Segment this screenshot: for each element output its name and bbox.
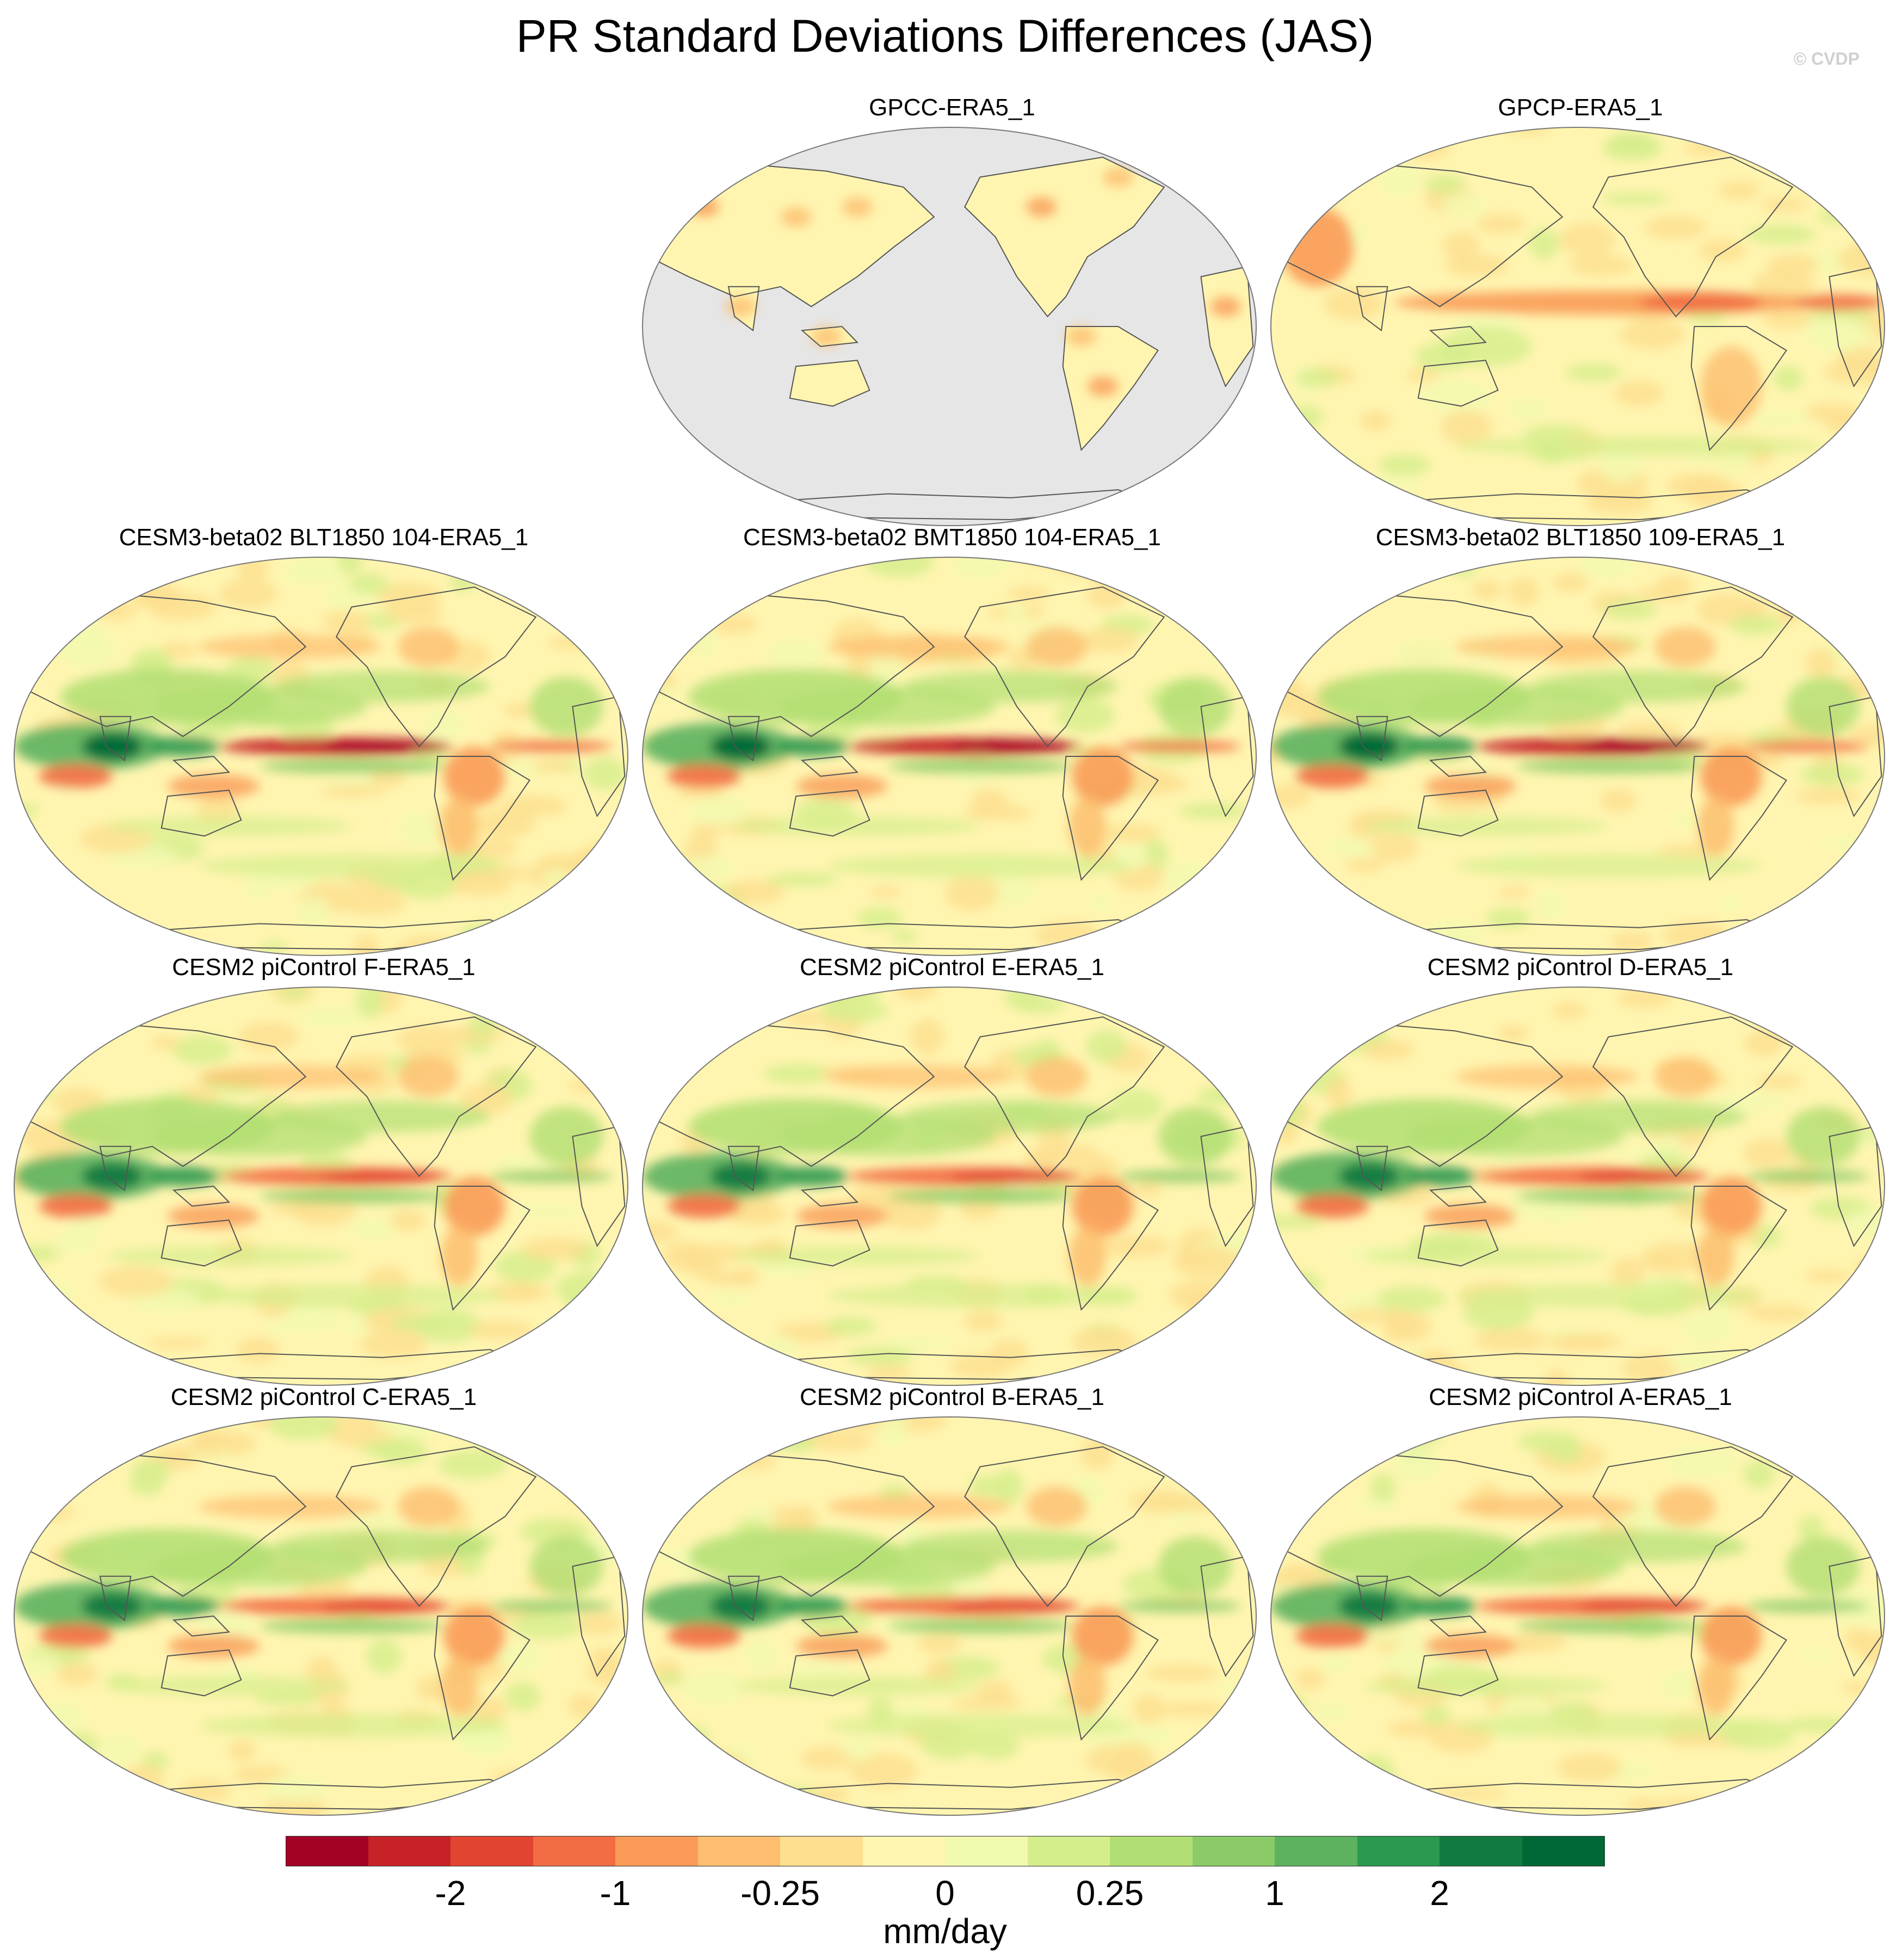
map-panel: CESM2 piControl C-ERA5_1 (11, 1382, 637, 1817)
figure-title: PR Standard Deviations Differences (JAS) (516, 10, 1374, 61)
colorbar-tick-label: -2 (435, 1873, 466, 1913)
panel-title: CESM2 piControl F-ERA5_1 (172, 954, 475, 981)
map-panel: CESM3-beta02 BLT1850 109-ERA5_1 (1268, 522, 1890, 958)
panel-title: GPCP-ERA5_1 (1498, 94, 1663, 121)
robinson-map (642, 127, 1257, 526)
colorbar-segment (945, 1836, 1028, 1866)
colorbar-segment (615, 1836, 698, 1866)
panel-title: CESM3-beta02 BLT1850 104-ERA5_1 (119, 524, 529, 551)
map-panel: CESM2 piControl B-ERA5_1 (639, 1382, 1265, 1817)
colorbar-segment (1357, 1836, 1440, 1866)
map-panel: CESM2 piControl D-ERA5_1 (1268, 952, 1890, 1388)
colorbar (286, 1836, 1605, 1866)
panel-title: CESM2 piControl B-ERA5_1 (799, 1384, 1104, 1410)
colorbar-tick-label: 0.25 (1076, 1873, 1144, 1913)
map-panel: CESM2 piControl A-ERA5_1 (1268, 1382, 1890, 1817)
robinson-map (1270, 557, 1885, 956)
colorbar-tick-label: -1 (600, 1873, 631, 1913)
robinson-map (14, 987, 628, 1386)
colorbar-segment (1110, 1836, 1193, 1866)
colorbar-segment (450, 1836, 533, 1866)
robinson-map (1270, 987, 1885, 1386)
colorbar-units: mm/day (883, 1912, 1007, 1951)
panel-title: CESM3-beta02 BMT1850 104-ERA5_1 (743, 524, 1161, 551)
colorbar-segment (1522, 1836, 1605, 1866)
robinson-map (14, 1416, 628, 1816)
robinson-map (642, 557, 1257, 956)
copyright-mark: © CVDP (1793, 49, 1860, 69)
map-panel: CESM3-beta02 BMT1850 104-ERA5_1 (639, 522, 1265, 958)
colorbar-segment (286, 1836, 368, 1866)
panel-title: CESM2 piControl D-ERA5_1 (1427, 954, 1734, 981)
colorbar-segment (533, 1836, 616, 1866)
map-panel: CESM3-beta02 BLT1850 104-ERA5_1 (11, 522, 637, 958)
map-panel: GPCC-ERA5_1 (639, 93, 1265, 528)
colorbar-segment (1440, 1836, 1522, 1866)
colorbar-tick-label: 0 (935, 1873, 955, 1913)
panel-title: CESM2 piControl C-ERA5_1 (170, 1384, 477, 1410)
robinson-map (14, 557, 628, 956)
colorbar-segment (780, 1836, 863, 1866)
colorbar-frame (286, 1836, 1604, 1866)
panel-title: CESM2 piControl A-ERA5_1 (1429, 1384, 1732, 1410)
robinson-map (642, 1416, 1257, 1816)
panel-title: GPCC-ERA5_1 (869, 94, 1035, 121)
colorbar-segment (862, 1836, 946, 1866)
panel-title: CESM2 piControl E-ERA5_1 (799, 954, 1104, 981)
map-panel: CESM2 piControl E-ERA5_1 (639, 952, 1265, 1388)
colorbar-tick-label: 2 (1430, 1873, 1449, 1913)
colorbar-segment (1027, 1836, 1110, 1866)
robinson-map (1270, 127, 1885, 526)
colorbar-tick-label: 1 (1265, 1873, 1284, 1913)
map-panel: GPCP-ERA5_1 (1268, 93, 1890, 528)
colorbar-segment (1275, 1836, 1357, 1866)
robinson-map (642, 987, 1257, 1386)
colorbar-segment (697, 1836, 781, 1866)
map-panel: CESM2 piControl F-ERA5_1 (11, 952, 637, 1388)
colorbar-segment (1192, 1836, 1275, 1866)
colorbar-tick-label: -0.25 (740, 1873, 820, 1913)
panel-title: CESM3-beta02 BLT1850 109-ERA5_1 (1375, 524, 1786, 551)
colorbar-segment (368, 1836, 451, 1866)
robinson-map (1270, 1416, 1885, 1816)
